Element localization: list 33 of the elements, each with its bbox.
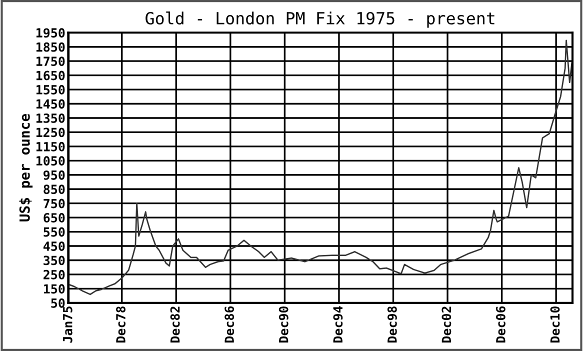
y-tick-label: 1750: [36, 56, 65, 66]
y-tick-label: 1850: [36, 42, 65, 52]
x-tick-label: Dec10: [550, 306, 560, 342]
x-tick-label: Dec90: [278, 306, 288, 342]
y-axis-title: US$ per ounce: [19, 114, 33, 222]
x-tick-label: Dec06: [496, 306, 506, 342]
y-tick-label: 1250: [36, 128, 65, 138]
x-tick-label: Dec82: [170, 306, 180, 342]
y-tick-label: 1950: [36, 28, 65, 38]
x-tick-label: Dec98: [387, 306, 397, 342]
y-tick-label: 1350: [36, 113, 65, 123]
y-tick-label: 450: [43, 241, 65, 251]
line-series: [68, 40, 573, 296]
y-tick-label: 550: [44, 227, 65, 237]
y-tick-label: 1450: [36, 99, 65, 109]
x-tick-label: Dec94: [333, 306, 343, 342]
x-tick-label: Jan75: [63, 306, 72, 343]
y-tick-label: 650: [44, 213, 65, 223]
chart-title: Gold - London PM Fix 1975 - present: [146, 12, 494, 28]
y-tick-label: 750: [44, 198, 65, 208]
x-tick-label: Dec86: [224, 306, 234, 342]
y-tick-label: 850: [44, 184, 65, 194]
y-tick-label: 950: [44, 170, 65, 180]
y-tick-label: 1650: [36, 70, 65, 80]
x-tick-label: Dec02: [442, 306, 452, 342]
y-tick-label: 250: [44, 270, 65, 280]
y-tick-label: 1550: [36, 85, 65, 94]
y-tick-label: 1050: [36, 156, 65, 166]
y-tick-label: 1150: [36, 142, 65, 152]
x-tick-label: Dec78: [116, 306, 126, 342]
y-tick-label: 150: [44, 284, 65, 294]
y-tick-label: 350: [44, 256, 65, 266]
y-tick-label: 50: [51, 298, 65, 308]
